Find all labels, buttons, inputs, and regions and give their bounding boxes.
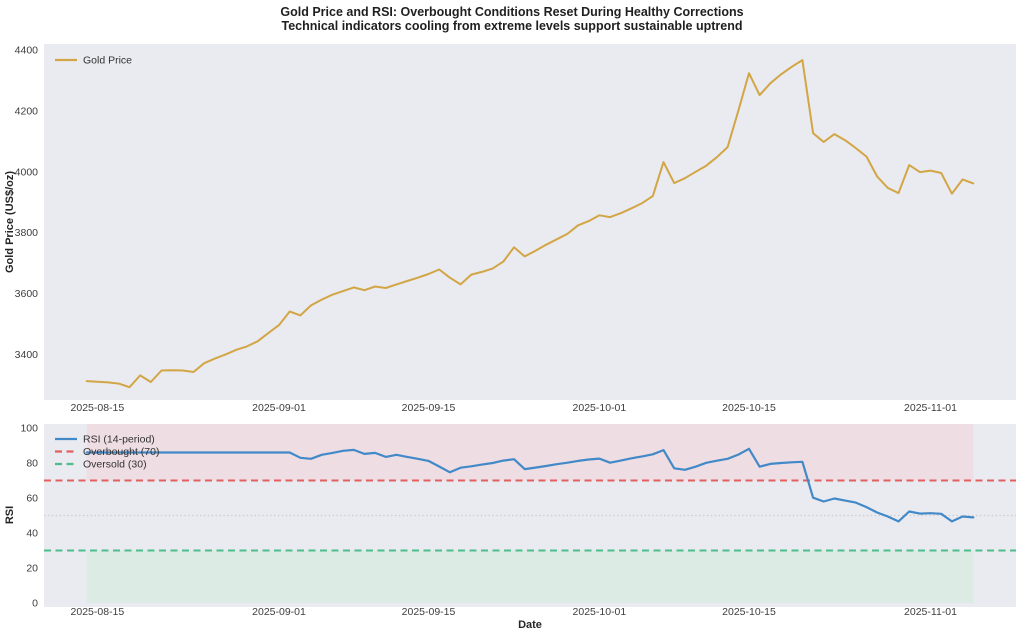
panel-price-background xyxy=(44,44,1016,400)
rsi-y-axis-label: RSI xyxy=(4,506,16,524)
x-tick-label: 2025-08-15 xyxy=(71,606,125,618)
rsi-line xyxy=(85,447,975,523)
x-tick-label: 2025-10-15 xyxy=(722,402,776,414)
legend-item-label: RSI (14-period) xyxy=(83,434,155,446)
y-tick-label: 4200 xyxy=(15,105,39,117)
y-tick-label: 3600 xyxy=(15,288,39,300)
gold-price-panel: 3400 3600 3800 4000 4200 4400 2025-08-15 2025-0… xyxy=(15,44,1016,414)
y-tick-label: 40 xyxy=(26,528,38,540)
y-tick-label: 4000 xyxy=(15,166,39,178)
rsi-panel: 0 20 40 60 80 100 2025-08-15 2025-09-01 2025-09-… xyxy=(20,423,1016,618)
legend-item-label: Oversold (30) xyxy=(83,459,147,471)
x-tick-label: 2025-10-15 xyxy=(722,606,776,618)
x-tick-label: 2025-09-15 xyxy=(402,402,456,414)
y-tick-label: 100 xyxy=(20,423,38,435)
legend-item-label: Overbought (70) xyxy=(83,446,159,458)
y-tick-label: 80 xyxy=(26,458,38,470)
oversold-band xyxy=(86,550,974,603)
gold-price-line xyxy=(85,59,975,389)
y-tick-label: 3800 xyxy=(15,227,39,239)
price-y-axis-label: Gold Price (US$/oz) xyxy=(4,171,16,273)
x-tick-label: 2025-09-15 xyxy=(402,606,456,618)
legend-item-label: Gold Price xyxy=(83,55,132,67)
x-tick-label: 2025-10-01 xyxy=(573,402,627,414)
y-tick-label: 20 xyxy=(26,563,38,575)
chart-subtitle: Technical indicators cooling from extrem… xyxy=(282,19,743,33)
x-tick-label: 2025-09-01 xyxy=(252,402,306,414)
y-tick-label: 0 xyxy=(32,598,38,610)
x-tick-label: 2025-10-01 xyxy=(573,606,627,618)
x-axis-label: Date xyxy=(518,619,542,631)
y-tick-label: 60 xyxy=(26,493,38,505)
x-tick-label: 2025-11-01 xyxy=(904,402,957,414)
x-tick-label: 2025-08-15 xyxy=(71,402,125,414)
y-tick-label: 3400 xyxy=(15,349,39,361)
x-tick-label: 2025-09-01 xyxy=(252,606,306,618)
y-tick-label: 4400 xyxy=(15,45,39,57)
chart-title: Gold Price and RSI: Overbought Condition… xyxy=(280,5,743,19)
x-tick-label: 2025-11-01 xyxy=(904,606,957,618)
